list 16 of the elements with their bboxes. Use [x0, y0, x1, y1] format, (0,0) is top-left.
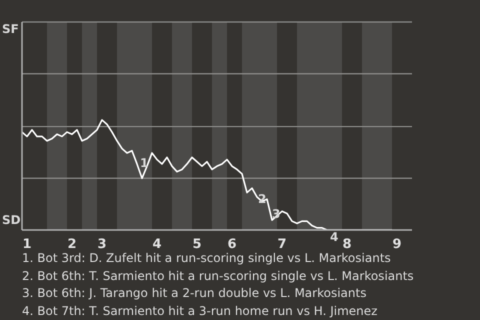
x-tick-label: 6 — [227, 237, 237, 252]
annotation: 1 — [140, 156, 148, 170]
x-tick-label: 2 — [67, 237, 77, 252]
x-tick-label: 7 — [277, 237, 287, 252]
text: SF — [2, 22, 19, 36]
x-tick-label: 8 — [342, 237, 352, 252]
x-tick-label: 3 — [97, 237, 107, 252]
text: SD — [2, 213, 21, 227]
x-tick-label: 4 — [152, 237, 162, 252]
text: 2. Bot 6th: T. Sarmiento hit a run-scoring single vs L. Markosiants — [22, 268, 414, 284]
x-tick-label: 1 — [22, 237, 32, 252]
x-tick-label: 9 — [392, 237, 402, 252]
x-tick-label: 5 — [192, 237, 202, 252]
text: 1. Bot 3rd: D. Zufelt hit a run-scoring single vs L. Markosiants — [22, 251, 391, 265]
text: 4. Bot 7th: T. Sarmiento hit a 3-run home run vs H. Jimenez — [22, 302, 378, 320]
text: 3. Bot 6th: J. Tarango hit a 2-run double vs L. Markosiants — [22, 285, 368, 302]
